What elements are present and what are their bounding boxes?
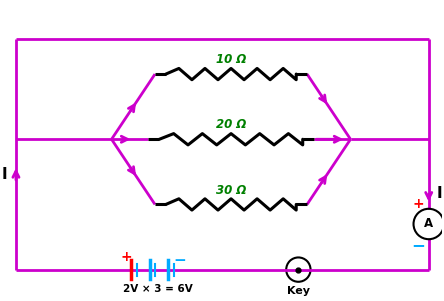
Text: −: − bbox=[411, 236, 425, 254]
Text: I: I bbox=[2, 166, 7, 182]
Text: 20 Ω: 20 Ω bbox=[216, 118, 246, 132]
Text: 30 Ω: 30 Ω bbox=[216, 184, 246, 197]
Text: −: − bbox=[173, 253, 186, 268]
Text: +: + bbox=[412, 197, 424, 211]
Text: A: A bbox=[424, 218, 433, 231]
Text: 2V × 3 = 6V: 2V × 3 = 6V bbox=[123, 284, 193, 293]
Text: Key: Key bbox=[287, 286, 310, 296]
Text: +: + bbox=[121, 250, 133, 265]
Text: I: I bbox=[436, 186, 442, 201]
Text: 10 Ω: 10 Ω bbox=[216, 53, 246, 66]
